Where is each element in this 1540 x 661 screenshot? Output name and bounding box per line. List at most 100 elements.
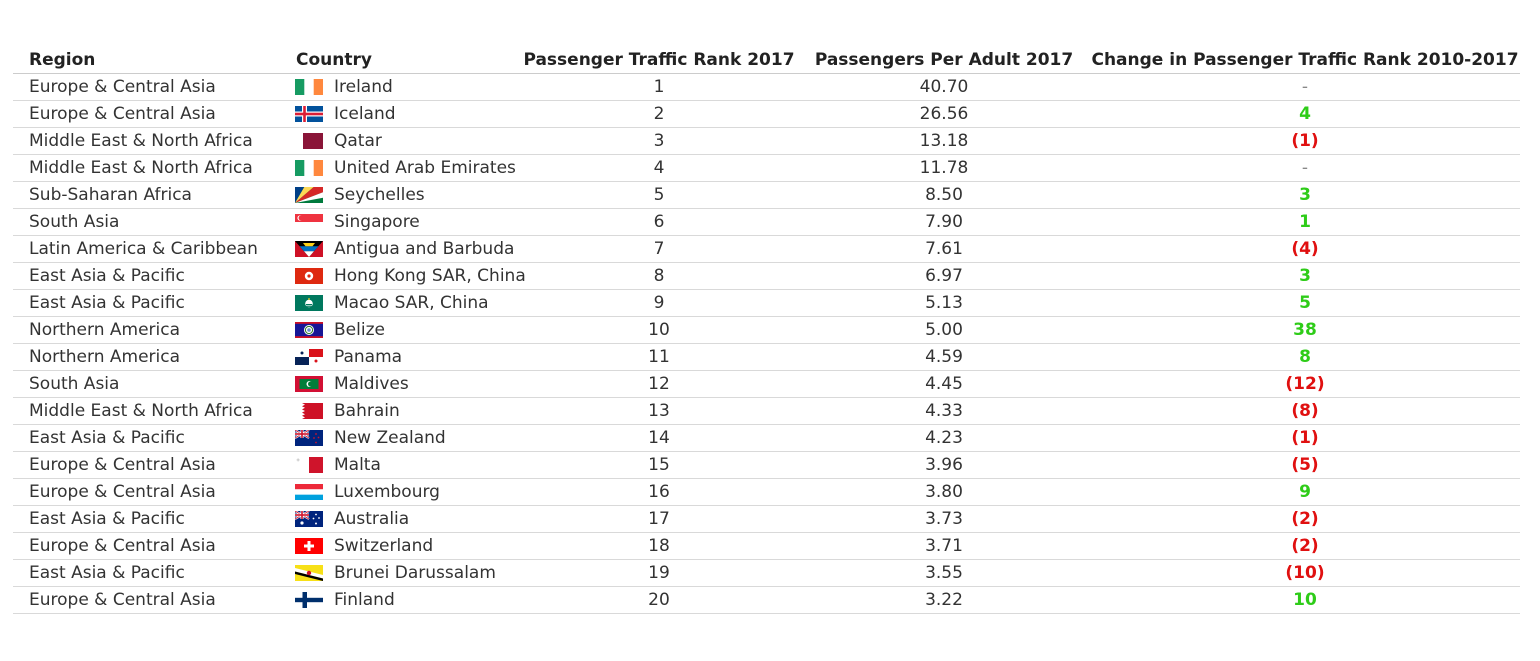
rank-change-cell: 3 xyxy=(1299,185,1311,205)
rank-change-cell: 10 xyxy=(1293,590,1317,610)
passengers-per-adult-cell: 6.97 xyxy=(925,266,963,286)
region-cell: Latin America & Caribbean xyxy=(29,239,258,259)
region-cell: East Asia & Pacific xyxy=(29,428,185,448)
rank-change-cell: (10) xyxy=(1285,563,1325,583)
rank-change-cell: 9 xyxy=(1299,482,1311,502)
passengers-per-adult-cell: 13.18 xyxy=(919,131,969,151)
table-header-row: Region Country Passenger Traffic Rank 20… xyxy=(13,43,1520,74)
region-cell: South Asia xyxy=(29,374,120,394)
hong-kong-flag-icon xyxy=(295,263,323,289)
passengers-per-adult-cell: 7.90 xyxy=(925,212,963,232)
passengers-per-adult-cell: 4.59 xyxy=(925,347,963,367)
rank-change-cell: 4 xyxy=(1299,104,1311,124)
table-row: East Asia & Pacific New Zealand 14 4.23 (1) xyxy=(13,425,1520,452)
rank-cell: 16 xyxy=(648,482,670,502)
passengers-per-adult-cell: 11.78 xyxy=(919,158,969,178)
region-cell: East Asia & Pacific xyxy=(29,266,185,286)
region-cell: Europe & Central Asia xyxy=(29,104,216,124)
rank-change-cell: - xyxy=(1301,158,1309,178)
region-cell: Europe & Central Asia xyxy=(29,455,216,475)
finland-flag-icon xyxy=(295,587,323,613)
passengers-per-adult-cell: 7.61 xyxy=(925,239,963,259)
region-cell: East Asia & Pacific xyxy=(29,563,185,583)
region-cell: South Asia xyxy=(29,212,120,232)
table-row: East Asia & Pacific Hong Kong SAR, China 8… xyxy=(13,263,1520,290)
rank-cell: 5 xyxy=(653,185,665,205)
passengers-per-adult-cell: 3.80 xyxy=(925,482,963,502)
region-cell: Middle East & North Africa xyxy=(29,131,253,151)
table-row: Middle East & North Africa Qatar 3 13.18 (1) xyxy=(13,128,1520,155)
country-cell: Maldives xyxy=(334,374,409,394)
rank-change-cell: 5 xyxy=(1299,293,1311,313)
table-row: East Asia & Pacific Australia 17 3.73 (2) xyxy=(13,506,1520,533)
rank-cell: 10 xyxy=(648,320,670,340)
maldives-flag-icon xyxy=(295,371,323,397)
belize-flag-icon xyxy=(295,317,323,343)
country-cell: Qatar xyxy=(334,131,382,151)
region-cell: Northern America xyxy=(29,347,180,367)
passengers-per-adult-cell: 26.56 xyxy=(919,104,969,124)
rank-change-cell: (1) xyxy=(1291,428,1319,448)
table-row: Middle East & North Africa United Arab Em… xyxy=(13,155,1520,182)
passengers-per-adult-cell: 3.96 xyxy=(925,455,963,475)
rank-cell: 12 xyxy=(648,374,670,394)
region-cell: Europe & Central Asia xyxy=(29,482,216,502)
country-cell: Malta xyxy=(334,455,381,475)
table-row: South Asia Singapore 6 7.90 1 xyxy=(13,209,1520,236)
luxembourg-flag-icon xyxy=(295,479,323,505)
table-row: Europe & Central Asia Iceland 2 26.56 4 xyxy=(13,101,1520,128)
country-cell: Switzerland xyxy=(334,536,434,556)
passengers-per-adult-cell: 4.33 xyxy=(925,401,963,421)
switzerland-flag-icon xyxy=(295,533,323,559)
passengers-per-adult-cell: 3.55 xyxy=(925,563,963,583)
rank-change-cell: 1 xyxy=(1299,212,1311,232)
country-cell: Finland xyxy=(334,590,395,610)
rank-cell: 15 xyxy=(648,455,670,475)
uae-flag-icon xyxy=(295,155,323,181)
table-row: Europe & Central Asia Switzerland 18 3.71 (2… xyxy=(13,533,1520,560)
rank-cell: 7 xyxy=(653,239,665,259)
country-cell: Australia xyxy=(334,509,410,529)
region-cell: Europe & Central Asia xyxy=(29,536,216,556)
table-row: East Asia & Pacific Brunei Darussalam 19 3.… xyxy=(13,560,1520,587)
table-row: Europe & Central Asia Luxembourg 16 3.80 9 xyxy=(13,479,1520,506)
passengers-per-adult-cell: 4.23 xyxy=(925,428,963,448)
rank-change-cell: (1) xyxy=(1291,131,1319,151)
region-cell: Middle East & North Africa xyxy=(29,158,253,178)
rank-change-cell: 3 xyxy=(1299,266,1311,286)
table-body: Europe & Central Asia Ireland 1 40.70- Europ… xyxy=(13,74,1520,614)
qatar-flag-icon xyxy=(295,128,323,154)
rank-cell: 4 xyxy=(653,158,665,178)
table-row: Europe & Central Asia Finland 20 3.22 10 xyxy=(13,587,1520,614)
rank-change-cell: (8) xyxy=(1291,401,1319,421)
malta-flag-icon xyxy=(295,452,323,478)
country-cell: Singapore xyxy=(334,212,420,232)
rank-cell: 20 xyxy=(648,590,670,610)
singapore-flag-icon xyxy=(295,209,323,235)
rank-cell: 8 xyxy=(653,266,665,286)
table-row: Sub-Saharan Africa Seychelles 5 8.50 3 xyxy=(13,182,1520,209)
rank-cell: 1 xyxy=(653,77,665,97)
iceland-flag-icon xyxy=(295,101,323,127)
table-row: East Asia & Pacific Macao SAR, China 9 5.13… xyxy=(13,290,1520,317)
country-cell: Seychelles xyxy=(334,185,425,205)
brunei-flag-icon xyxy=(295,560,323,586)
header-country: Country xyxy=(296,50,372,70)
rank-cell: 19 xyxy=(648,563,670,583)
region-cell: East Asia & Pacific xyxy=(29,509,185,529)
table-row: Northern America Panama 11 4.59 8 xyxy=(13,344,1520,371)
region-cell: Northern America xyxy=(29,320,180,340)
country-cell: Iceland xyxy=(334,104,396,124)
country-cell: Bahrain xyxy=(334,401,400,421)
header-rank-change: Change in Passenger Traffic Rank 2010-20… xyxy=(1091,50,1519,70)
table-row: Northern America Belize 10 5.00 38 xyxy=(13,317,1520,344)
rank-cell: 2 xyxy=(653,104,665,124)
country-cell: Belize xyxy=(334,320,385,340)
passengers-per-adult-cell: 8.50 xyxy=(925,185,963,205)
country-cell: Ireland xyxy=(334,77,393,97)
australia-flag-icon xyxy=(295,506,323,532)
passenger-traffic-table: Region Country Passenger Traffic Rank 20… xyxy=(13,43,1520,614)
rank-change-cell: 38 xyxy=(1293,320,1317,340)
rank-change-cell: (12) xyxy=(1285,374,1325,394)
passengers-per-adult-cell: 5.00 xyxy=(925,320,963,340)
